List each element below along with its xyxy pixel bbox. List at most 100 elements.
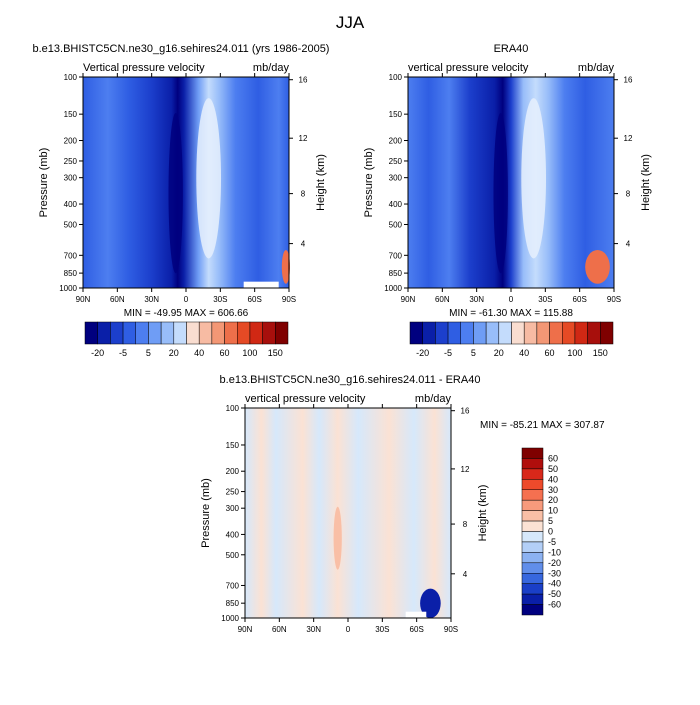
y-tick-label: 700: [389, 251, 403, 260]
colorbar-cell: [473, 321, 487, 345]
y-tick-right-label: 12: [624, 134, 633, 143]
y-tick-label: 100: [226, 404, 240, 413]
colorbar-label: 10: [548, 506, 558, 516]
y-tick-label: 300: [64, 174, 78, 183]
y-axis-right-label: Height (km): [640, 154, 652, 211]
x-tick-label: 60N: [272, 625, 287, 634]
y-tick-right-label: 16: [299, 76, 308, 85]
colorbar-cell: [249, 321, 263, 345]
x-tick-label: 90S: [282, 295, 296, 304]
y-tick-label: 850: [64, 269, 78, 278]
colorbar-cell: [237, 321, 251, 345]
panel-title: ERA40: [494, 43, 529, 55]
y-tick-label: 150: [389, 110, 403, 119]
colorbar-label: -20: [91, 348, 104, 358]
field-label: Vertical pressure velocity: [83, 62, 205, 74]
contour-field: [245, 408, 451, 618]
panel-title: b.e13.BHISTC5CN.ne30_g16.sehires24.011 (…: [33, 43, 330, 55]
contour-subsidence: [196, 98, 222, 259]
colorbar-cell: [521, 573, 544, 584]
colorbar-label: 60: [548, 453, 558, 463]
colorbar-cell: [84, 321, 98, 345]
y-tick-label: 200: [64, 137, 78, 146]
contour-core: [168, 112, 183, 274]
colorbar-cell: [521, 447, 544, 459]
masked-region: [405, 611, 427, 618]
x-tick-label: 90N: [76, 295, 91, 304]
colorbar-model: -20 -5 5 20 40 60 100 150: [84, 321, 289, 358]
y-tick-label: 250: [389, 157, 403, 166]
x-tick-label: 60N: [435, 295, 450, 304]
x-tick-label: 60S: [573, 295, 587, 304]
colorbar-era40: -20 -5 5 20 40 60 100 150: [409, 321, 614, 358]
colorbar-cell: [521, 604, 544, 616]
colorbar-cell: [521, 458, 544, 470]
colorbar-label: -40: [548, 579, 561, 589]
units-label: mb/day: [415, 393, 452, 405]
colorbar-label: 20: [169, 348, 179, 358]
contour-high: [281, 250, 291, 284]
colorbar-label: 100: [242, 348, 257, 358]
x-tick-label: 30N: [469, 295, 484, 304]
colorbar-cell: [521, 479, 544, 490]
y-tick-right-label: 8: [463, 520, 468, 529]
x-tick-label: 60N: [110, 295, 125, 304]
colorbar-cell: [587, 321, 601, 345]
colorbar-label: -30: [548, 568, 561, 578]
colorbar-cell: [485, 321, 500, 345]
y-tick-label: 500: [389, 220, 403, 229]
y-tick-label: 850: [389, 269, 403, 278]
colorbar-cell: [122, 321, 136, 345]
colorbar-label: 20: [548, 495, 558, 505]
y-tick-label: 100: [64, 73, 78, 82]
x-tick-label: 30N: [306, 625, 321, 634]
y-tick-right-label: 4: [626, 240, 631, 249]
colorbar-label: -20: [548, 558, 561, 568]
x-tick-label: 90N: [401, 295, 416, 304]
colorbar-cell: [521, 468, 544, 480]
x-tick-label: 60S: [410, 625, 424, 634]
colorbar-label: -60: [548, 600, 561, 610]
y-tick-label: 100: [389, 73, 403, 82]
colorbar-label: 40: [548, 474, 558, 484]
colorbar-label: 50: [548, 464, 558, 474]
y-tick-label: 1000: [384, 284, 402, 293]
y-tick-label: 700: [226, 581, 240, 590]
y-tick-label: 250: [64, 157, 78, 166]
contour-subsidence: [521, 98, 547, 259]
y-tick-right-label: 16: [624, 76, 633, 85]
colorbar-cell: [198, 321, 213, 345]
panel-model: b.e13.BHISTC5CN.ne30_g16.sehires24.011 (…: [33, 43, 330, 319]
colorbar-label: 40: [519, 348, 529, 358]
colorbar-cell: [173, 321, 187, 345]
colorbar-label: -10: [548, 547, 561, 557]
colorbar-cell: [160, 321, 175, 345]
colorbar-label: 60: [545, 348, 555, 358]
colorbar-cell: [521, 499, 544, 511]
y-tick-right-label: 8: [626, 190, 631, 199]
y-tick-right-label: 12: [299, 134, 308, 143]
contour-high: [585, 250, 610, 284]
colorbar-cell: [521, 562, 544, 574]
colorbar-cell: [521, 520, 544, 532]
y-tick-label: 200: [389, 137, 403, 146]
colorbar-cell: [275, 321, 289, 345]
colorbar-cell: [135, 321, 149, 345]
y-tick-label: 400: [64, 200, 78, 209]
y-axis-label: Pressure (mb): [363, 148, 375, 218]
y-tick-label: 300: [389, 174, 403, 183]
x-tick-label: 90S: [444, 625, 458, 634]
colorbar-label: 20: [494, 348, 504, 358]
colorbar-cell: [521, 510, 544, 522]
min-max-text: MIN = -85.21 MAX = 307.87: [480, 420, 605, 431]
colorbar-cell: [549, 321, 563, 345]
y-axis-label: Pressure (mb): [38, 148, 50, 218]
colorbar-cell: [523, 321, 538, 345]
colorbar-cell: [224, 321, 238, 345]
colorbar-label: -5: [119, 348, 127, 358]
y-tick-label: 150: [226, 441, 240, 450]
colorbar-cell: [562, 321, 576, 345]
contour-negative: [420, 588, 441, 618]
figure-title: JJA: [336, 13, 365, 32]
y-axis-label: Pressure (mb): [200, 478, 212, 548]
